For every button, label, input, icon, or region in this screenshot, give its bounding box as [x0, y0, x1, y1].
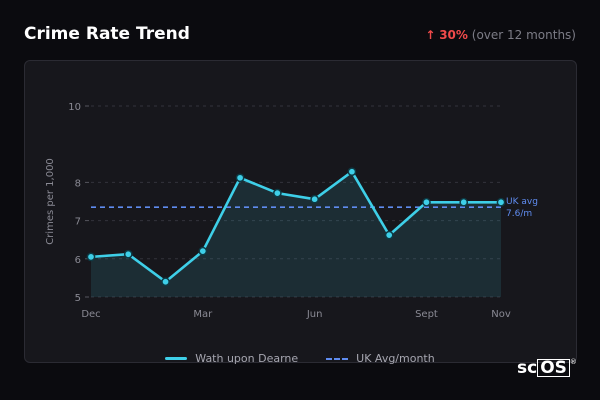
- y-tick-label: 6: [75, 255, 81, 266]
- y-tick-label: 8: [75, 178, 81, 189]
- y-tick-label: 7: [75, 217, 81, 228]
- y-tick-label: 10: [68, 102, 81, 113]
- data-point: [236, 174, 243, 181]
- data-point: [348, 168, 355, 175]
- data-point: [423, 199, 430, 206]
- legend-item-series[interactable]: Wath upon Dearne: [165, 352, 298, 365]
- series-area-fill: [91, 172, 501, 297]
- data-point: [87, 253, 94, 260]
- x-tick-label: Jun: [306, 309, 323, 320]
- x-tick-label: Sept: [415, 309, 438, 320]
- logo-text: sc: [517, 358, 537, 378]
- legend-reference-label: UK Avg/month: [356, 352, 435, 365]
- uk-average-label: UK avg: [506, 197, 538, 207]
- data-point: [460, 199, 467, 206]
- data-point: [125, 251, 132, 258]
- logo-registered-mark: ®: [570, 358, 577, 366]
- legend-item-reference[interactable]: UK Avg/month: [326, 352, 435, 365]
- x-tick-label: Nov: [491, 309, 511, 320]
- x-tick-label: Mar: [193, 309, 213, 320]
- legend-series-label: Wath upon Dearne: [195, 352, 298, 365]
- legend-dashed-swatch: [326, 358, 348, 360]
- data-point: [199, 248, 206, 255]
- data-point: [386, 232, 393, 239]
- y-axis-label: Crimes per 1,000: [45, 158, 56, 245]
- logo-boxed-text: OS: [537, 359, 570, 377]
- data-point: [497, 199, 504, 206]
- x-tick-label: Dec: [81, 309, 100, 320]
- scos-logo: sc OS ®: [517, 358, 577, 378]
- data-point: [274, 189, 281, 196]
- chart-legend: Wath upon Dearne UK Avg/month: [0, 352, 600, 365]
- data-point: [311, 196, 318, 203]
- legend-line-swatch: [165, 357, 187, 360]
- y-tick-label: 5: [75, 293, 81, 304]
- uk-average-value: 7.6/m: [506, 209, 532, 219]
- data-point: [162, 278, 169, 285]
